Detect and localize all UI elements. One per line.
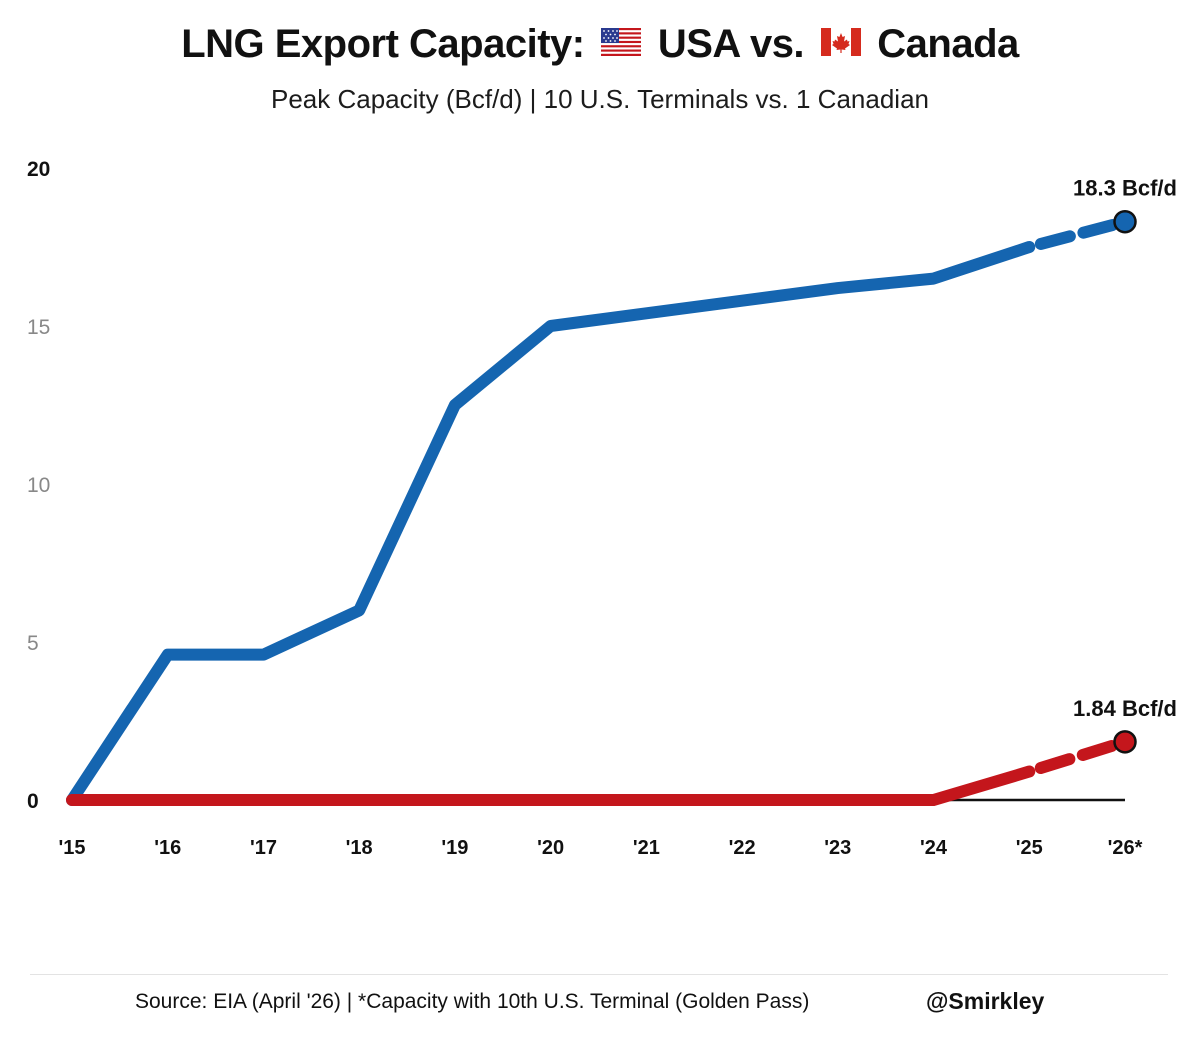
x-tick-label: '20 [537,837,564,859]
chart-title: LNG Export Capacity: USA vs. [0,22,1200,69]
canada-line-projected [1023,735,1131,778]
chart-subtitle: Peak Capacity (Bcf/d) | 10 U.S. Terminal… [270,84,929,114]
source-note: Source: EIA (April '26) | *Capacity with… [135,990,810,1013]
x-tick-label: '25 [1016,837,1043,859]
y-tick-label: 15 [27,316,50,339]
canada-end-label: 1.84 Bcf/d [1073,696,1177,721]
title-part-3: Canada [877,22,1019,66]
x-tick-label: '15 [58,837,85,859]
title-part-2: USA vs. [657,22,805,66]
author-handle: @Smirkley [926,988,1045,1014]
y-tick-label: 5 [27,632,39,655]
canada-end-point [1113,730,1137,754]
line-chart: 0 5 10 15 20 '15 '16 '17 '18 '19 '20 '21 '22 '23 '24 '2… [27,158,1177,859]
usa-end-point [1113,209,1137,234]
x-tick-label: '18 [346,837,373,859]
title-part-1: LNG Export Capacity: [181,22,585,66]
usa-end-label: 18.3 Bcf/d [1073,176,1177,201]
x-tick-label: '22 [729,837,756,859]
usa-line-projected [1023,215,1131,253]
x-tick-label: '21 [633,837,660,859]
y-tick-label: 20 [27,158,50,181]
usa-line-solid [66,241,1036,806]
y-tick-label: 0 [27,790,39,813]
usa-flag-icon [601,21,642,66]
x-tick-label: '17 [250,837,277,859]
x-tick-label: '23 [824,837,851,859]
x-tick-label: '24 [920,837,948,859]
x-tick-label: '26* [1108,837,1143,859]
x-tick-label: '19 [441,837,468,859]
footer-divider [30,974,1168,975]
y-tick-label: 10 [27,474,50,497]
canada-line-solid [66,765,1036,806]
canada-flag-icon [820,21,861,66]
x-tick-label: '16 [154,837,181,859]
